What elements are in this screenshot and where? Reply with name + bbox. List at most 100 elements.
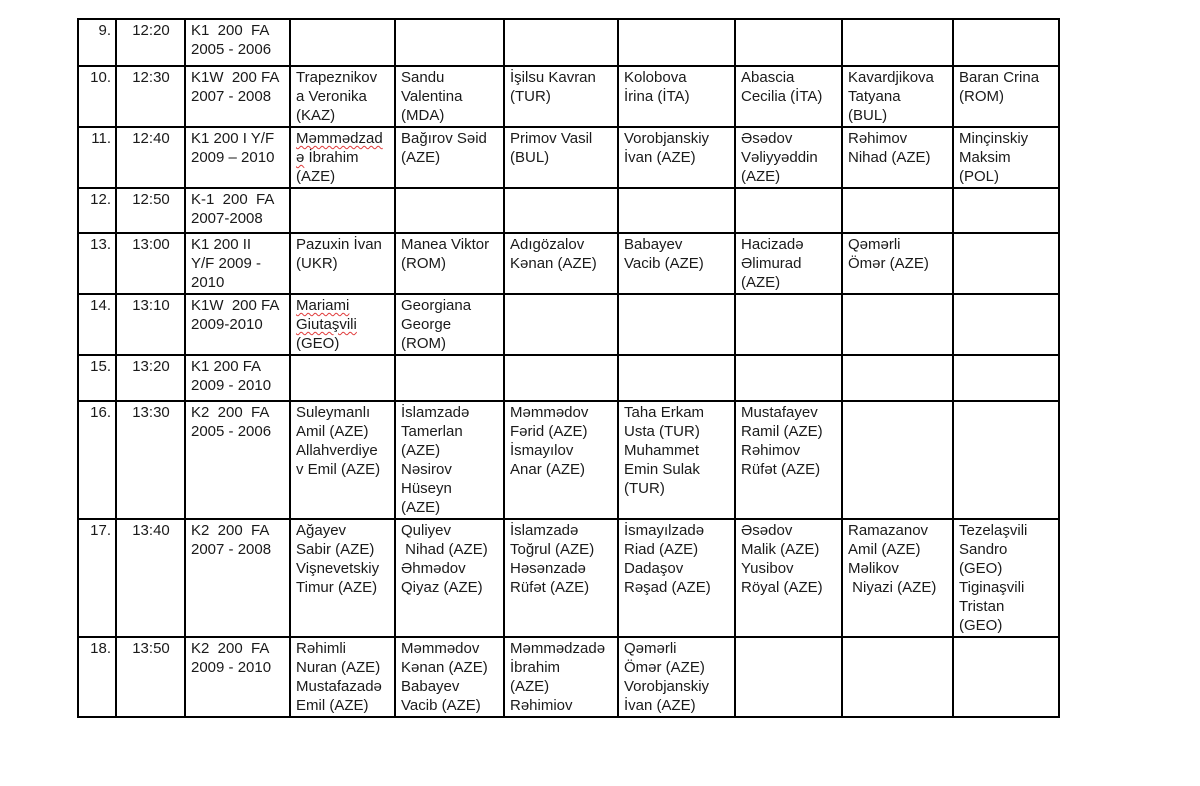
- row-number-cell: 11.: [77, 126, 117, 189]
- entry-cell: Abascia Cecilia (İTA): [734, 65, 843, 128]
- entry-cell: Vorobjanskiy İvan (AZE): [617, 126, 736, 189]
- entry-cell: [952, 354, 1060, 402]
- category-cell: K1 200 II Y/F 2009 - 2010: [184, 232, 291, 295]
- category-cell: K1 200 I Y/F 2009 – 2010: [184, 126, 291, 189]
- entry-cell: [952, 636, 1060, 718]
- entry-cell: Əsədov Vəliyyəddin (AZE): [734, 126, 843, 189]
- entry-cell: Rəhimli Nuran (AZE) Mustafazadə Emil (AZ…: [289, 636, 396, 718]
- entry-cell: İslamzadə Tamerlan (AZE) Nəsirov Hüseyn …: [394, 400, 505, 520]
- entry-cell: Primov Vasil (BUL): [503, 126, 619, 189]
- entry-cell: [841, 187, 954, 234]
- table-row: 14. 13:10 K1W 200 FA 2009-2010 Mariami Giut…: [77, 293, 1060, 356]
- entry-cell: [952, 18, 1060, 67]
- entry-cell: Baran Crina (ROM): [952, 65, 1060, 128]
- schedule-table: 9. 12:20 K1 200 FA 2005 - 2006 10. 12:30 K1W …: [77, 18, 1060, 718]
- entry-cell: [617, 18, 736, 67]
- entry-cell: [952, 400, 1060, 520]
- entry-cell: İşilsu Kavran (TUR): [503, 65, 619, 128]
- entry-cell: [394, 187, 505, 234]
- cell-text: İbrahim (AZE): [296, 149, 359, 185]
- entry-cell: [841, 18, 954, 67]
- entry-cell: [289, 354, 396, 402]
- entry-cell: [503, 187, 619, 234]
- entry-cell: [503, 354, 619, 402]
- entry-cell: Adıgözalov Kənan (AZE): [503, 232, 619, 295]
- entry-cell: [289, 18, 396, 67]
- entry-cell: Suleymanlı Amil (AZE) Allahverdiye v Emi…: [289, 400, 396, 520]
- table-row: 18. 13:50 K2 200 FA 2009 - 2010 Rəhimli Nur…: [77, 636, 1060, 718]
- entry-cell: Rəhimov Nihad (AZE): [841, 126, 954, 189]
- entry-cell: [841, 293, 954, 356]
- entry-cell: Ağayev Sabir (AZE) Vişnevetskiy Timur (A…: [289, 518, 396, 638]
- entry-cell: [617, 354, 736, 402]
- table-row: 16. 13:30 K2 200 FA 2005 - 2006 Suleymanlı …: [77, 400, 1060, 520]
- entry-cell: [617, 293, 736, 356]
- entry-cell: Trapeznikov a Veronika (KAZ): [289, 65, 396, 128]
- entry-cell: Tezelaşvili Sandro (GEO) Tiginaşvili Tri…: [952, 518, 1060, 638]
- row-number-cell: 16.: [77, 400, 117, 520]
- entry-cell: [503, 18, 619, 67]
- row-number-cell: 12.: [77, 187, 117, 234]
- entry-cell: Qəmərli Ömər (AZE) Vorobjanskiy İvan (AZ…: [617, 636, 736, 718]
- category-cell: K1 200 FA 2005 - 2006: [184, 18, 291, 67]
- entry-cell: Bağırov Səid (AZE): [394, 126, 505, 189]
- entry-cell: [952, 232, 1060, 295]
- entry-cell: [394, 354, 505, 402]
- entry-cell: Quliyev Nihad (AZE) Əhmədov Qiyaz (AZE): [394, 518, 505, 638]
- table-row: 9. 12:20 K1 200 FA 2005 - 2006: [77, 18, 1060, 67]
- entry-cell: Manea Viktor (ROM): [394, 232, 505, 295]
- time-cell: 13:50: [115, 636, 186, 718]
- time-cell: 13:40: [115, 518, 186, 638]
- entry-cell: Əsədov Malik (AZE) Yusibov Röyal (AZE): [734, 518, 843, 638]
- time-cell: 12:40: [115, 126, 186, 189]
- entry-cell: Qəmərli Ömər (AZE): [841, 232, 954, 295]
- category-cell: K1 200 FA 2009 - 2010: [184, 354, 291, 402]
- entry-cell: Məmmədzadə İbrahim (AZE) Rəhimiov: [503, 636, 619, 718]
- time-cell: 13:20: [115, 354, 186, 402]
- entry-cell: [617, 187, 736, 234]
- misspelled-text: Mariami: [296, 297, 350, 314]
- entry-cell: Kavardjikova Tatyana (BUL): [841, 65, 954, 128]
- category-cell: K2 200 FA 2007 - 2008: [184, 518, 291, 638]
- entry-cell: Minçinskiy Maksim (POL): [952, 126, 1060, 189]
- entry-cell: [734, 187, 843, 234]
- entry-cell: Məmmədov Fərid (AZE) İsmayılov Anar (AZE…: [503, 400, 619, 520]
- table-row: 12. 12:50 K-1 200 FA 2007-2008: [77, 187, 1060, 234]
- misspelled-text: Məmmədzad: [296, 130, 383, 147]
- entry-cell: [503, 293, 619, 356]
- row-number-cell: 9.: [77, 18, 117, 67]
- entry-cell: [841, 636, 954, 718]
- row-number-cell: 13.: [77, 232, 117, 295]
- table-row: 11. 12:40 K1 200 I Y/F 2009 – 2010 Məmmədza…: [77, 126, 1060, 189]
- entry-cell: Babayev Vacib (AZE): [617, 232, 736, 295]
- time-cell: 13:00: [115, 232, 186, 295]
- table-row: 10. 12:30 K1W 200 FA 2007 - 2008 Trapezniko…: [77, 65, 1060, 128]
- entry-cell: Georgiana George (ROM): [394, 293, 505, 356]
- entry-cell: [289, 187, 396, 234]
- time-cell: 13:10: [115, 293, 186, 356]
- schedule-body: 9. 12:20 K1 200 FA 2005 - 2006 10. 12:30 K1W …: [77, 18, 1060, 718]
- entry-cell: İslamzadə Toğrul (AZE) Həsənzadə Rüfət (…: [503, 518, 619, 638]
- time-cell: 13:30: [115, 400, 186, 520]
- entry-cell: Ramazanov Amil (AZE) Məlikov Niyazi (AZE…: [841, 518, 954, 638]
- cell-text: (GEO): [296, 335, 340, 352]
- entry-cell: [952, 293, 1060, 356]
- misspelled-text: ə: [296, 149, 305, 166]
- time-cell: 12:50: [115, 187, 186, 234]
- entry-cell: İsmayılzadə Riad (AZE) Dadaşov Rəşad (AZ…: [617, 518, 736, 638]
- table-row: 17. 13:40 K2 200 FA 2007 - 2008 Ağayev Sabi…: [77, 518, 1060, 638]
- misspelled-text: Giutaşvili: [296, 316, 357, 333]
- category-cell: K2 200 FA 2009 - 2010: [184, 636, 291, 718]
- entry-cell: [952, 187, 1060, 234]
- time-cell: 12:30: [115, 65, 186, 128]
- row-number-cell: 10.: [77, 65, 117, 128]
- entry-cell: [734, 636, 843, 718]
- row-number-cell: 15.: [77, 354, 117, 402]
- table-row: 13. 13:00 K1 200 II Y/F 2009 - 2010 Pazuxin…: [77, 232, 1060, 295]
- row-number-cell: 18.: [77, 636, 117, 718]
- entry-cell: Məmmədzad ə İbrahim (AZE): [289, 126, 396, 189]
- table-row: 15. 13:20 K1 200 FA 2009 - 2010: [77, 354, 1060, 402]
- row-number-cell: 14.: [77, 293, 117, 356]
- category-cell: K1W 200 FA 2007 - 2008: [184, 65, 291, 128]
